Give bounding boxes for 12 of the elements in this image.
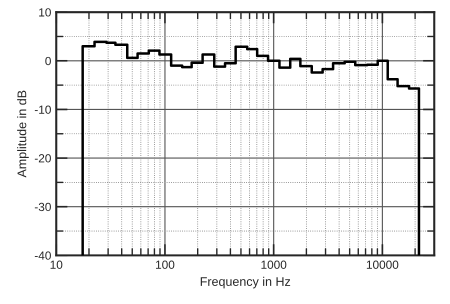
y-tick-label: 0	[45, 56, 51, 66]
x-axis-title: Frequency in Hz	[200, 276, 290, 288]
y-axis-title: Amplitude in dB	[17, 90, 29, 178]
y-tick-label: -10	[34, 105, 51, 114]
x-tick-label: 1000	[261, 260, 286, 269]
y-tick-label: -40	[34, 251, 51, 260]
y-tick-label: -20	[34, 154, 51, 162]
y-tick-label: -30	[34, 202, 51, 212]
x-tick-label: 10000	[366, 260, 398, 269]
x-tick-label: 100	[156, 260, 174, 269]
x-tick-label: 10	[50, 260, 62, 269]
y-tick-label: 10	[39, 8, 51, 17]
